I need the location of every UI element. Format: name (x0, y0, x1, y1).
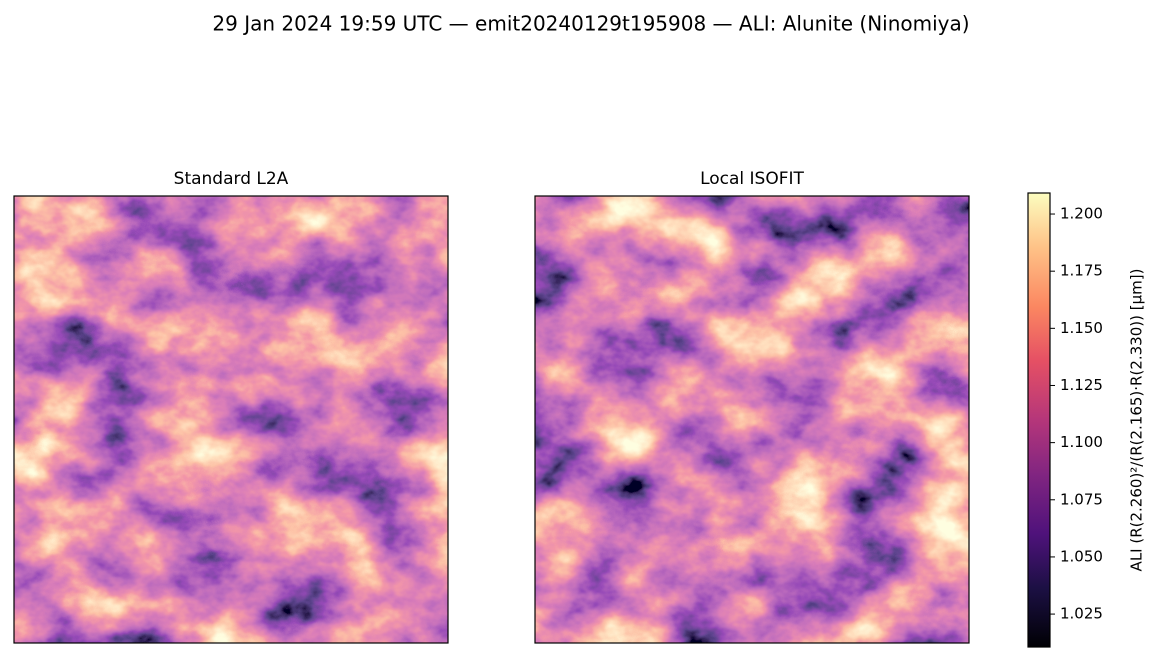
colorbar-ticks: 1.025 1.050 1.075 1.100 1.125 1.150 1.175 1.200 (1050, 205, 1103, 623)
colorbar (1027, 192, 1051, 648)
colorbar-tick-label: 1.025 (1060, 605, 1103, 623)
colorbar-tick-label: 1.100 (1060, 433, 1103, 451)
image-panel (14, 196, 448, 643)
colorbar-tick-label: 1.125 (1060, 376, 1103, 394)
colorbar-tick-label: 1.050 (1060, 547, 1103, 565)
panel-title: Standard L2A (174, 169, 289, 189)
panel-frame (13, 195, 449, 644)
colorbar-tick-label: 1.150 (1060, 319, 1103, 337)
panel-frame (534, 195, 970, 644)
colorbar-tick-label: 1.175 (1060, 262, 1103, 280)
colorbar-tick-label: 1.200 (1060, 205, 1103, 223)
colorbar-tick-label: 1.075 (1060, 490, 1103, 508)
image-panel (535, 196, 969, 643)
colorbar-label: ALI (R(2.260)²/(R(2.165)·R(2.330)) [µm]) (1128, 269, 1146, 572)
panel-title: Local ISOFIT (700, 169, 804, 189)
figure-title: 29 Jan 2024 19:59 UTC — emit20240129t195… (212, 12, 969, 36)
